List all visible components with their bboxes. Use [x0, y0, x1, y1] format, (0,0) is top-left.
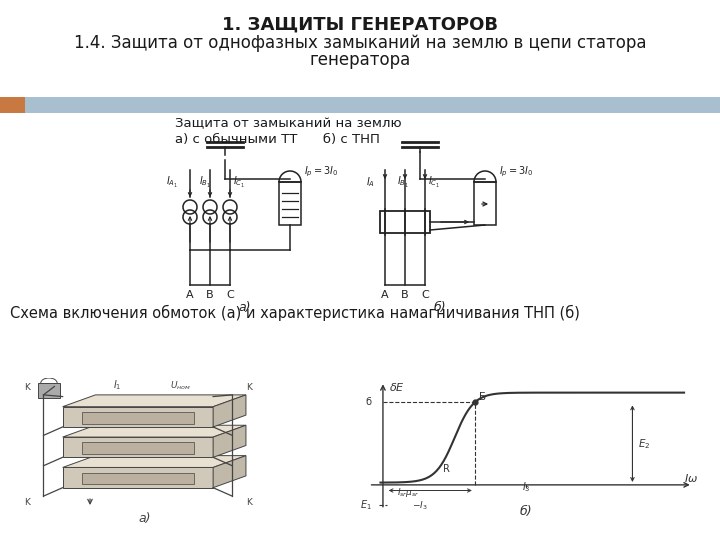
Text: $-I_3$: $-I_3$: [412, 500, 427, 512]
Text: генератора: генератора: [310, 51, 410, 69]
Text: C: C: [421, 290, 429, 300]
Text: $I_{C_1}$: $I_{C_1}$: [233, 175, 246, 190]
Bar: [0, 97, 25, 113]
Text: $\delta E$: $\delta E$: [389, 381, 405, 393]
Bar: [38, 383, 60, 399]
Text: $I_3$: $I_3$: [522, 481, 531, 494]
Polygon shape: [82, 442, 194, 454]
Polygon shape: [63, 426, 246, 437]
Text: K: K: [246, 383, 251, 392]
Polygon shape: [63, 468, 213, 488]
Text: б: б: [365, 397, 372, 408]
Bar: [279, 182, 301, 225]
Text: K: K: [24, 497, 30, 507]
Text: $I_p = 3I_0$: $I_p = 3I_0$: [304, 165, 338, 179]
Text: $E_2$: $E_2$: [638, 437, 651, 450]
Text: $I_{sr}\mu_{sr}$: $I_{sr}\mu_{sr}$: [397, 486, 420, 499]
Text: A: A: [381, 290, 389, 300]
Text: а): а): [239, 301, 251, 314]
Text: $I_{B_1}$: $I_{B_1}$: [397, 175, 409, 190]
Text: B: B: [206, 290, 214, 300]
Polygon shape: [82, 472, 194, 484]
Text: B: B: [401, 290, 409, 300]
Text: Схема включения обмоток (а) и характеристика намагничивания ТНП (б): Схема включения обмоток (а) и характерис…: [10, 305, 580, 321]
Text: $I_{C_1}$: $I_{C_1}$: [428, 175, 440, 190]
Text: б): б): [520, 505, 533, 518]
Text: $I_p = 3I_0$: $I_p = 3I_0$: [499, 165, 534, 179]
Polygon shape: [213, 426, 246, 457]
Text: б): б): [433, 301, 446, 314]
Text: A: A: [186, 290, 194, 300]
Text: C: C: [226, 290, 234, 300]
Bar: [0, 97, 720, 113]
Polygon shape: [82, 411, 194, 423]
Polygon shape: [63, 456, 246, 468]
Text: $I_{A_1}$: $I_{A_1}$: [166, 175, 178, 190]
Text: $I_{B_1}$: $I_{B_1}$: [199, 175, 211, 190]
Text: $U_{ном}$: $U_{ном}$: [170, 379, 191, 392]
Text: K: K: [24, 383, 30, 392]
Polygon shape: [213, 456, 246, 488]
Text: $E_1$: $E_1$: [360, 498, 372, 512]
Text: K: K: [246, 497, 251, 507]
Text: а): а): [138, 511, 151, 524]
Text: $I\omega$: $I\omega$: [684, 472, 698, 484]
Polygon shape: [63, 437, 213, 457]
Polygon shape: [213, 395, 246, 427]
Bar: [380, 211, 430, 233]
Text: 1.4. Защита от однофазных замыканий на землю в цепи статора: 1.4. Защита от однофазных замыканий на з…: [73, 34, 647, 52]
Bar: [474, 182, 496, 225]
Text: а) с обычными ТТ      б) с ТНП: а) с обычными ТТ б) с ТНП: [175, 132, 380, 145]
Text: Б: Б: [479, 392, 486, 402]
Polygon shape: [63, 407, 213, 427]
Polygon shape: [63, 395, 246, 407]
Text: $I_A$: $I_A$: [366, 175, 375, 189]
Text: Защита от замыканий на землю: Защита от замыканий на землю: [175, 118, 402, 131]
Text: 1. ЗАЩИТЫ ГЕНЕРАТОРОВ: 1. ЗАЩИТЫ ГЕНЕРАТОРОВ: [222, 16, 498, 34]
Text: R: R: [444, 464, 450, 474]
Text: $I_1$: $I_1$: [113, 378, 122, 392]
